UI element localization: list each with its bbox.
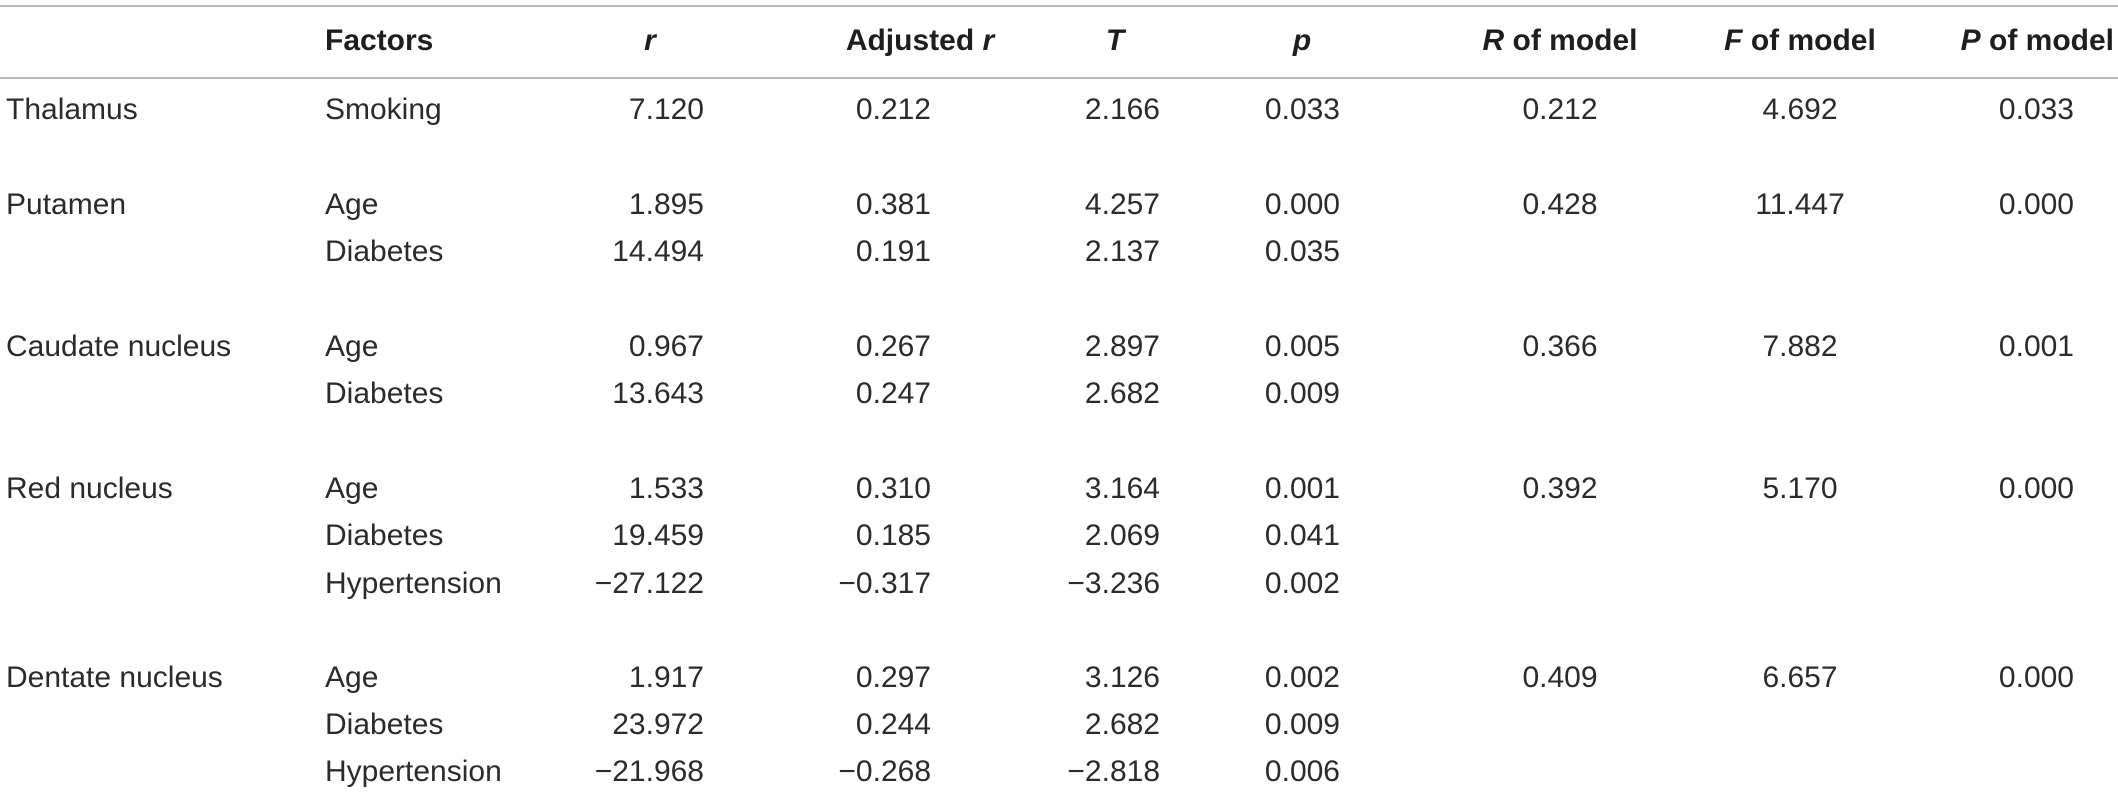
factor-cell: Age	[325, 188, 379, 221]
p-cell: 0.005	[1264, 330, 1340, 363]
adjusted-r-cell: 0.267	[855, 330, 931, 363]
adjusted-r-cell: 0.310	[855, 472, 931, 505]
p-of-model-cell: 0.001	[1998, 330, 2074, 363]
f-of-model-cell: 7.882	[1762, 330, 1838, 363]
header-p: p	[1282, 24, 1322, 58]
region-cell: Thalamus	[6, 93, 138, 126]
f-of-model-cell: 4.692	[1762, 93, 1838, 126]
p-cell: 0.002	[1264, 567, 1340, 600]
header-p-of-model-label: of model	[1980, 24, 2114, 57]
p-cell: 0.002	[1264, 661, 1340, 694]
r-cell: −21.968	[594, 755, 704, 788]
p-of-model-cell: 0.000	[1998, 188, 2074, 221]
factor-cell: Diabetes	[325, 235, 444, 268]
header-r-symbol: r	[644, 24, 656, 57]
t-cell: 2.137	[1084, 235, 1160, 268]
header-adjusted-r: Adjusted r	[780, 24, 1060, 58]
r-of-model-cell: 0.212	[1522, 93, 1598, 126]
header-p-of-model-symbol: P	[1960, 24, 1981, 57]
adjusted-r-cell: 0.185	[855, 519, 931, 552]
header-p-symbol: p	[1292, 24, 1312, 57]
r-cell: 1.533	[628, 472, 704, 505]
header-r-of-model: R of model	[1410, 24, 1710, 58]
header-f-of-model-symbol: F	[1724, 24, 1743, 57]
t-cell: 2.069	[1084, 519, 1160, 552]
r-cell: 1.895	[628, 188, 704, 221]
t-cell: −3.236	[1067, 567, 1160, 600]
region-cell: Red nucleus	[6, 472, 173, 505]
header-f-of-model: F of model	[1650, 24, 1950, 58]
r-of-model-cell: 0.366	[1522, 330, 1598, 363]
adjusted-r-cell: −0.268	[838, 755, 931, 788]
factor-cell: Diabetes	[325, 708, 444, 741]
f-of-model-cell: 5.170	[1762, 472, 1838, 505]
r-cell: −27.122	[594, 567, 704, 600]
factor-cell: Age	[325, 330, 379, 363]
t-cell: 2.166	[1084, 93, 1160, 126]
p-cell: 0.009	[1264, 708, 1340, 741]
t-cell: 4.257	[1084, 188, 1160, 221]
region-cell: Caudate nucleus	[6, 330, 232, 363]
r-cell: 7.120	[628, 93, 704, 126]
p-cell: 0.009	[1264, 377, 1340, 410]
r-cell: 13.643	[612, 377, 704, 410]
adjusted-r-cell: −0.317	[838, 567, 931, 600]
p-cell: 0.000	[1264, 188, 1340, 221]
header-factors: Factors	[325, 24, 434, 57]
t-cell: 3.164	[1084, 472, 1160, 505]
factor-cell: Age	[325, 661, 379, 694]
p-cell: 0.035	[1264, 235, 1340, 268]
r-cell: 19.459	[612, 519, 704, 552]
header-f-of-model-label: of model	[1742, 24, 1876, 57]
header-t: T	[1095, 24, 1135, 58]
adjusted-r-cell: 0.297	[855, 661, 931, 694]
factor-cell: Hypertension	[325, 567, 502, 600]
adjusted-r-cell: 0.244	[855, 708, 931, 741]
r-cell: 14.494	[612, 235, 704, 268]
r-cell: 1.917	[628, 661, 704, 694]
f-of-model-cell: 6.657	[1762, 661, 1838, 694]
t-cell: 2.682	[1084, 377, 1160, 410]
p-of-model-cell: 0.000	[1998, 661, 2074, 694]
adjusted-r-cell: 0.191	[855, 235, 931, 268]
adjusted-r-cell: 0.212	[855, 93, 931, 126]
r-of-model-cell: 0.428	[1522, 188, 1598, 221]
p-cell: 0.033	[1264, 93, 1340, 126]
factor-cell: Diabetes	[325, 519, 444, 552]
r-of-model-cell: 0.409	[1522, 661, 1598, 694]
header-r-of-model-symbol: R	[1482, 24, 1505, 57]
region-cell: Dentate nucleus	[6, 661, 223, 694]
factor-cell: Smoking	[325, 93, 442, 126]
header-r: r	[630, 24, 670, 58]
p-cell: 0.001	[1264, 472, 1340, 505]
r-cell: 0.967	[628, 330, 704, 363]
table-header-rule	[0, 77, 2118, 79]
p-cell: 0.041	[1264, 519, 1340, 552]
factor-cell: Hypertension	[325, 755, 502, 788]
f-of-model-cell: 11.447	[1755, 188, 1845, 221]
t-cell: 2.897	[1084, 330, 1160, 363]
p-cell: 0.006	[1264, 755, 1340, 788]
p-of-model-cell: 0.033	[1998, 93, 2074, 126]
header-t-symbol: T	[1105, 24, 1125, 57]
header-adjusted-label: Adjusted	[845, 24, 983, 57]
p-of-model-cell: 0.000	[1998, 472, 2074, 505]
t-cell: 3.126	[1084, 661, 1160, 694]
adjusted-r-cell: 0.381	[855, 188, 931, 221]
header-p-of-model: P of model	[1900, 24, 2114, 58]
factor-cell: Age	[325, 472, 379, 505]
r-cell: 23.972	[612, 708, 704, 741]
table-top-rule	[0, 5, 2118, 7]
t-cell: −2.818	[1067, 755, 1160, 788]
r-of-model-cell: 0.392	[1522, 472, 1598, 505]
header-adjusted-r-symbol: r	[982, 24, 995, 57]
adjusted-r-cell: 0.247	[855, 377, 931, 410]
t-cell: 2.682	[1084, 708, 1160, 741]
header-r-of-model-label: of model	[1504, 24, 1638, 57]
factor-cell: Diabetes	[325, 377, 444, 410]
region-cell: Putamen	[6, 188, 127, 221]
